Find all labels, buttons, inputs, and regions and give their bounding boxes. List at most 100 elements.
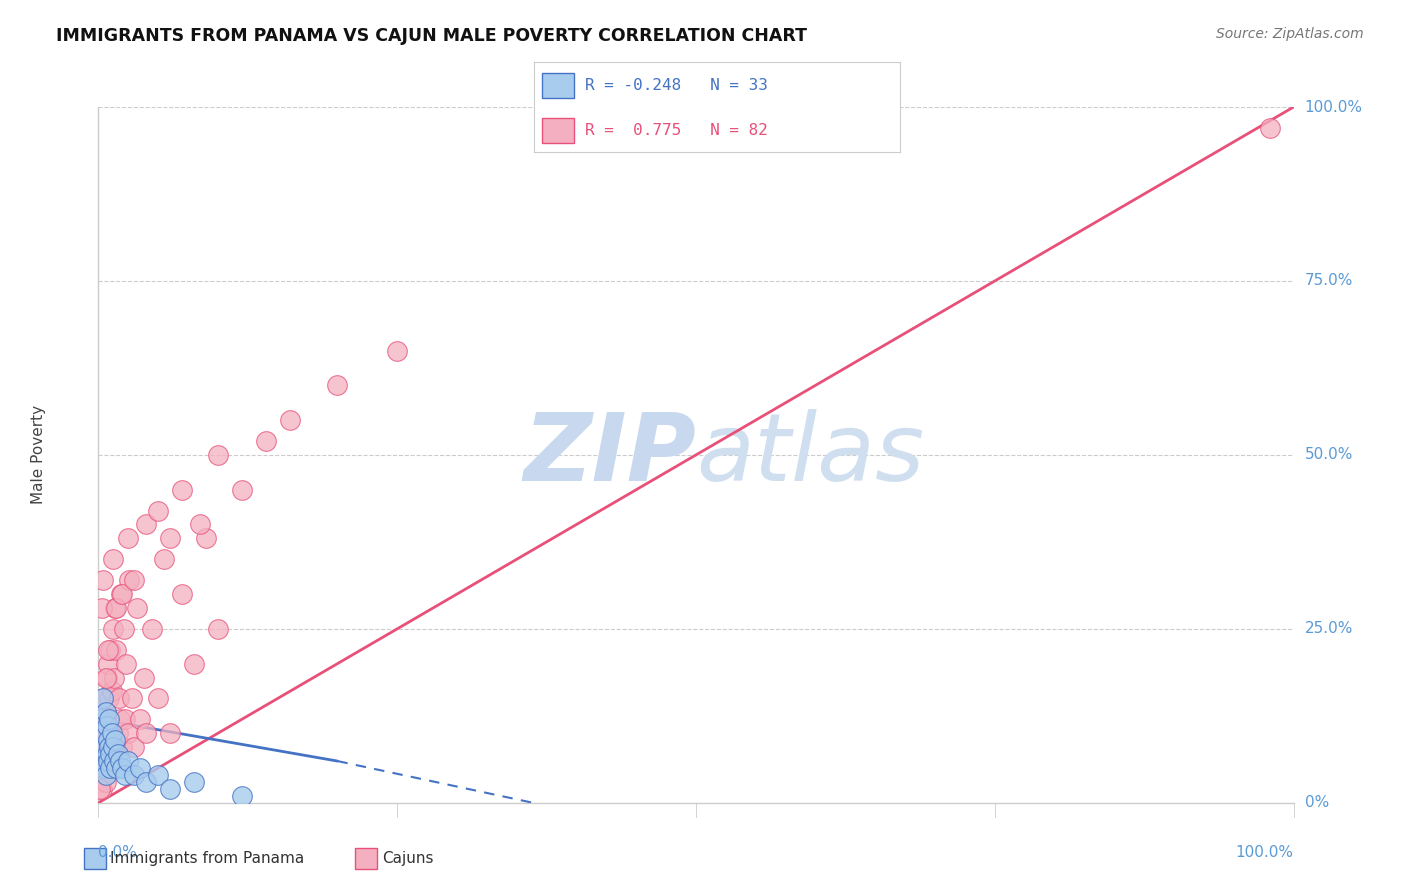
Point xyxy=(93,761,115,775)
Text: R = -0.248   N = 33: R = -0.248 N = 33 xyxy=(585,78,768,93)
Point xyxy=(104,601,127,615)
Point xyxy=(98,761,122,775)
Point xyxy=(93,691,115,706)
Point xyxy=(159,781,181,796)
Point xyxy=(121,691,143,706)
Point xyxy=(103,671,125,685)
Point xyxy=(114,712,136,726)
Point xyxy=(100,684,122,698)
Point xyxy=(124,573,146,587)
Point xyxy=(159,726,181,740)
Point xyxy=(98,642,122,657)
Point xyxy=(93,726,115,740)
Point xyxy=(111,761,134,775)
Point xyxy=(132,671,155,685)
Point xyxy=(148,691,170,706)
Point xyxy=(105,642,128,657)
Point xyxy=(124,740,146,755)
Point xyxy=(93,733,115,747)
Point xyxy=(97,747,120,761)
Point xyxy=(107,691,129,706)
Point xyxy=(125,601,148,615)
Point xyxy=(194,532,217,546)
Point xyxy=(103,754,125,768)
Point xyxy=(98,726,122,740)
Point xyxy=(100,747,122,761)
Point xyxy=(89,781,111,796)
Point xyxy=(207,448,229,462)
Point xyxy=(94,768,117,782)
Point xyxy=(148,503,170,517)
Point xyxy=(183,775,205,789)
Point xyxy=(90,761,112,775)
Point xyxy=(98,691,121,706)
Point xyxy=(91,601,114,615)
Point xyxy=(91,747,114,761)
Point xyxy=(108,754,131,768)
Point xyxy=(89,775,111,789)
Point xyxy=(172,587,194,601)
Point xyxy=(153,552,176,566)
Point xyxy=(97,733,120,747)
Point xyxy=(98,747,122,761)
Point xyxy=(207,622,229,636)
Point xyxy=(97,712,120,726)
Point xyxy=(135,726,157,740)
Point xyxy=(117,726,139,740)
FancyBboxPatch shape xyxy=(541,73,575,98)
Point xyxy=(91,691,114,706)
Point xyxy=(94,740,117,755)
Point xyxy=(101,622,124,636)
Point xyxy=(91,768,114,782)
Text: 0%: 0% xyxy=(1305,796,1329,810)
Point xyxy=(96,726,118,740)
Point xyxy=(94,706,117,720)
Point xyxy=(135,517,157,532)
Text: IMMIGRANTS FROM PANAMA VS CAJUN MALE POVERTY CORRELATION CHART: IMMIGRANTS FROM PANAMA VS CAJUN MALE POV… xyxy=(56,27,807,45)
Point xyxy=(94,775,117,789)
Point xyxy=(118,573,141,587)
Point xyxy=(117,754,139,768)
Point xyxy=(100,726,122,740)
Point xyxy=(111,587,134,601)
Text: 75.0%: 75.0% xyxy=(1305,274,1353,288)
Point xyxy=(135,775,157,789)
Point xyxy=(98,712,121,726)
Point xyxy=(96,754,118,768)
Point xyxy=(129,761,152,775)
Point xyxy=(107,747,129,761)
Point xyxy=(159,532,181,546)
Point xyxy=(117,532,139,546)
Point xyxy=(108,712,131,726)
Text: 50.0%: 50.0% xyxy=(1305,448,1353,462)
Point xyxy=(148,768,170,782)
Point xyxy=(91,712,114,726)
Point xyxy=(96,671,118,685)
Point xyxy=(105,761,128,775)
Point xyxy=(385,343,409,358)
Point xyxy=(1258,120,1281,135)
Point xyxy=(101,552,124,566)
Point xyxy=(101,733,124,747)
Point xyxy=(97,754,120,768)
Point xyxy=(90,712,112,726)
Point xyxy=(254,434,277,448)
Point xyxy=(107,726,129,740)
Point xyxy=(105,601,128,615)
Point xyxy=(112,622,135,636)
Point xyxy=(110,587,132,601)
Point xyxy=(111,740,134,755)
Text: 25.0%: 25.0% xyxy=(1305,622,1353,636)
Text: atlas: atlas xyxy=(696,409,924,500)
Text: 100.0%: 100.0% xyxy=(1305,100,1362,114)
Point xyxy=(96,747,118,761)
Point xyxy=(183,657,205,671)
Point xyxy=(94,671,117,685)
Point xyxy=(101,740,124,755)
Point xyxy=(98,740,121,755)
Point xyxy=(97,657,120,671)
Point xyxy=(326,378,349,392)
Point xyxy=(91,754,114,768)
Point xyxy=(96,719,118,733)
Point xyxy=(91,740,114,755)
